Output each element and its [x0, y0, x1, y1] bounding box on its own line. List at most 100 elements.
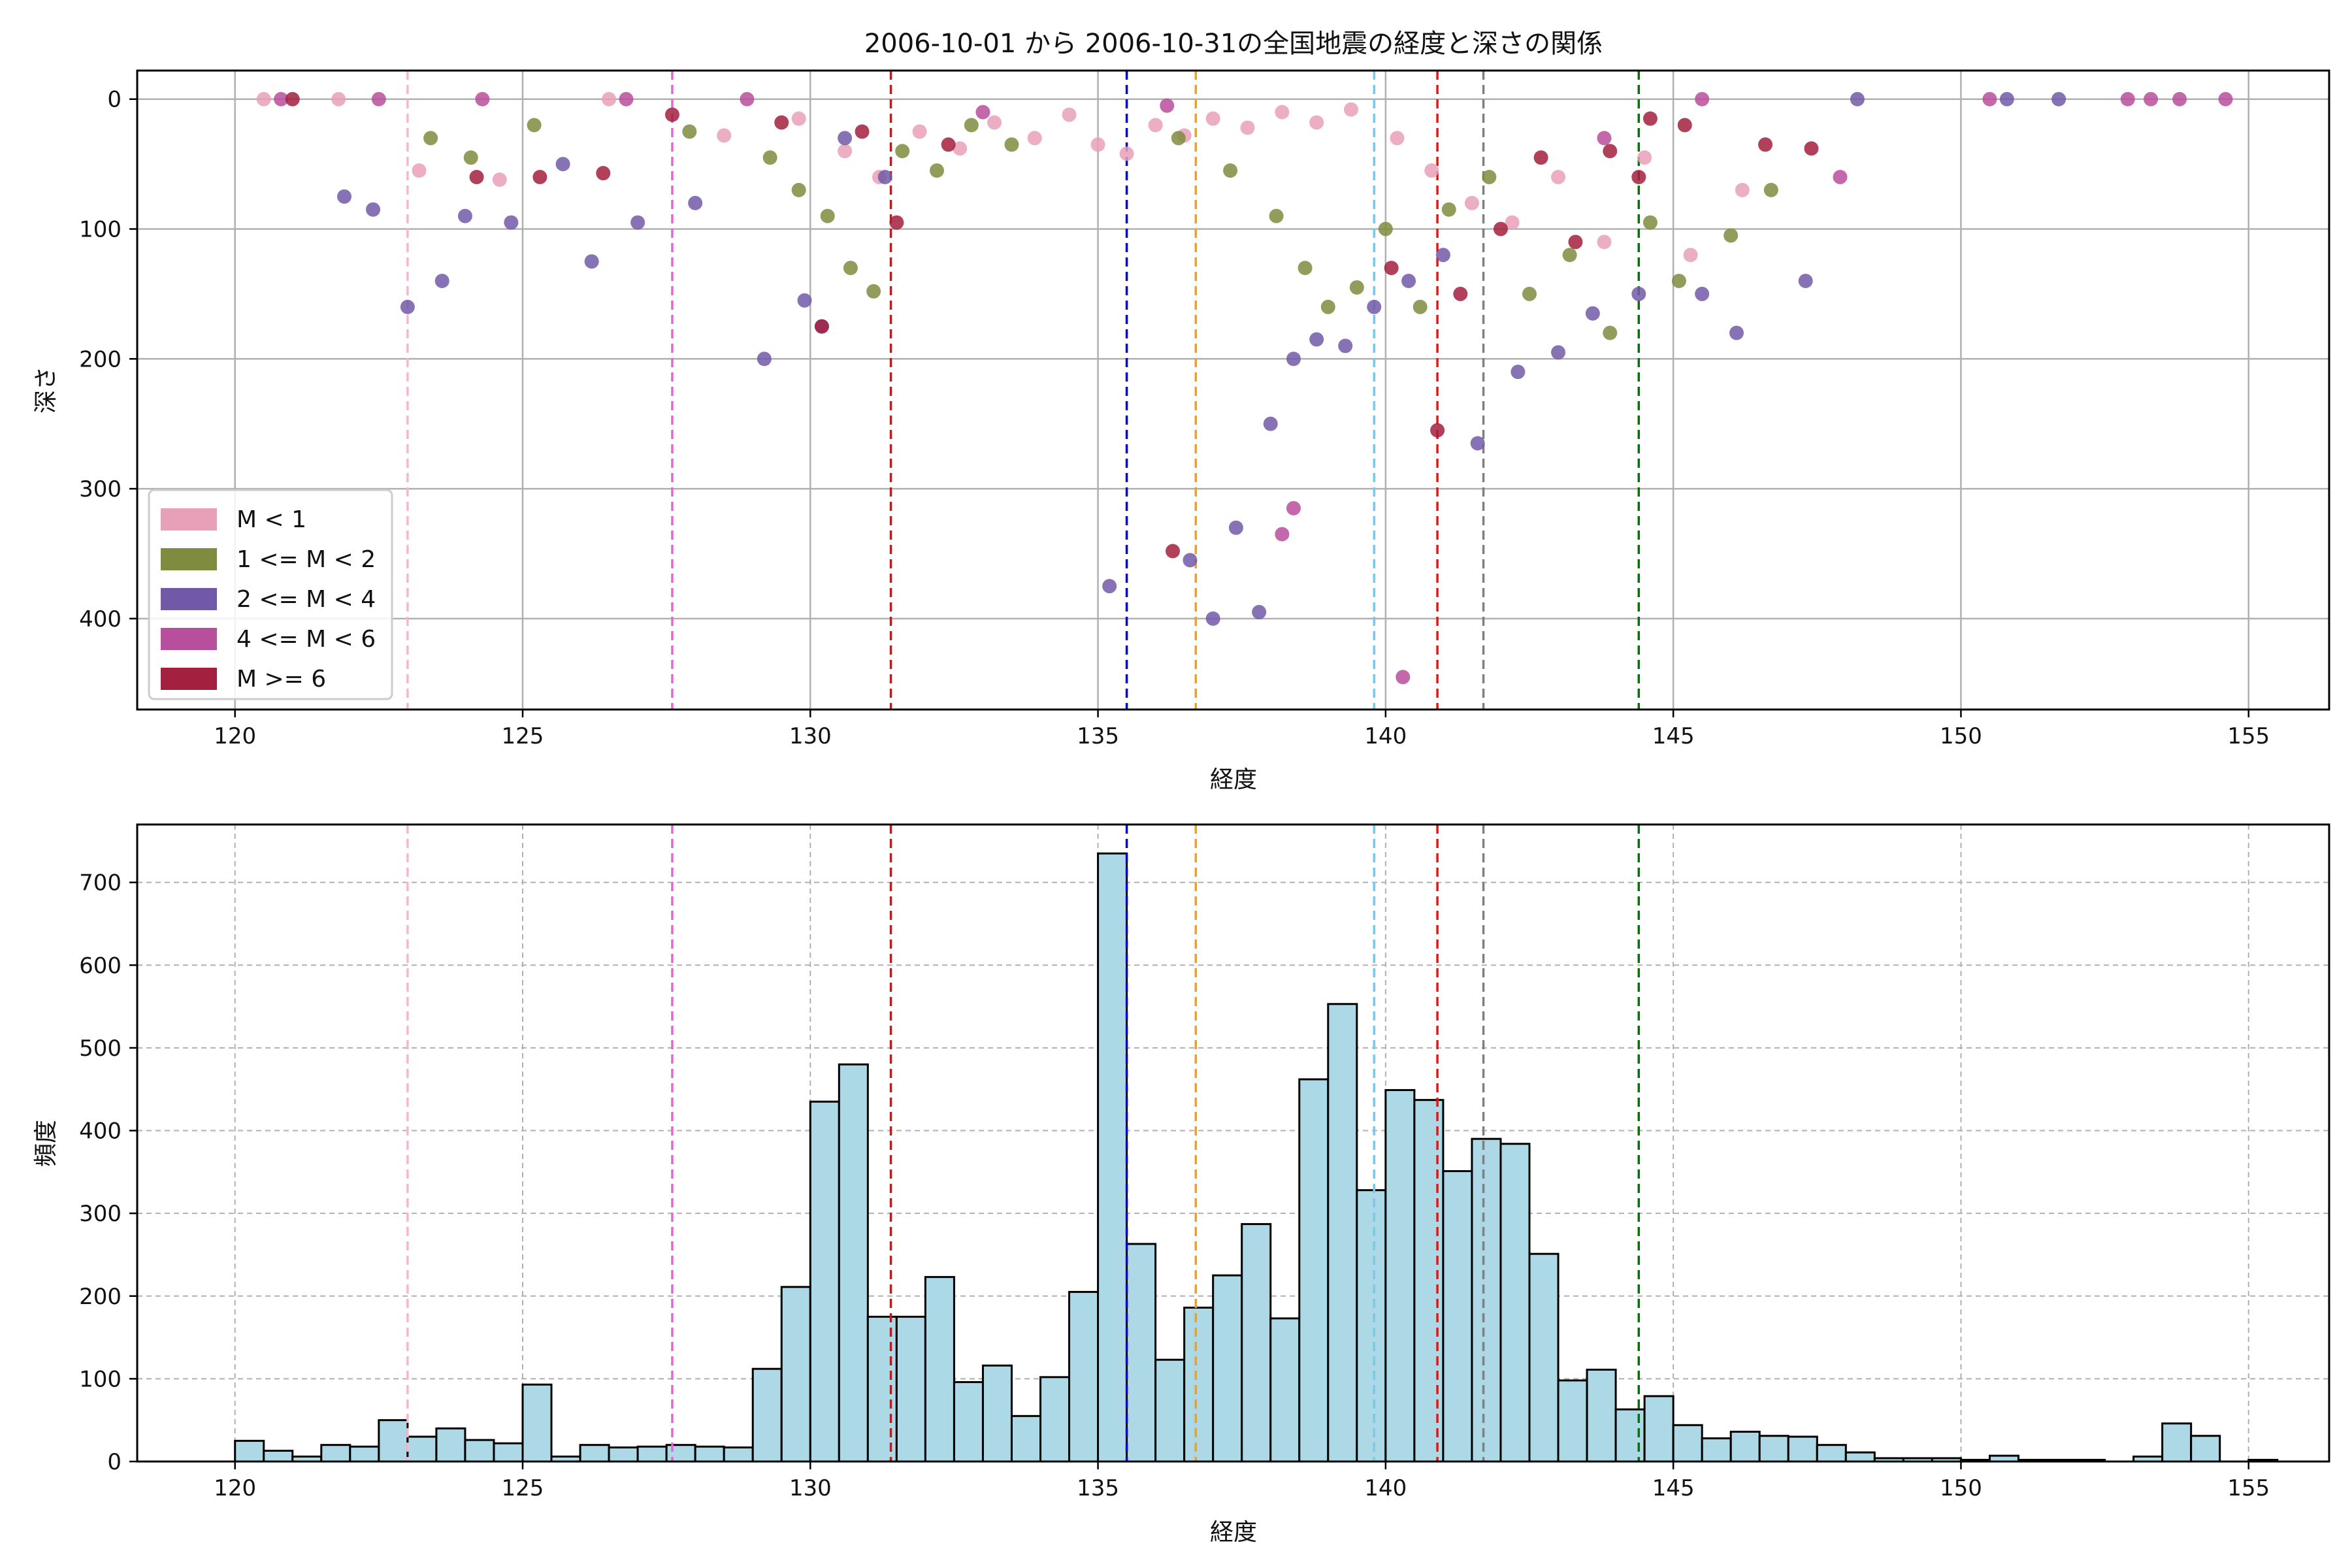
scatter-point	[1413, 299, 1428, 314]
scatter-point	[762, 150, 777, 165]
histogram-axes-frame	[136, 823, 2330, 1463]
scatter-point	[1309, 115, 1324, 130]
histogram-bar	[1356, 1189, 1387, 1463]
scatter-point	[1275, 527, 1290, 542]
histogram-bar	[378, 1419, 409, 1463]
histogram-bar	[608, 1446, 639, 1463]
histogram-bar	[579, 1444, 610, 1463]
histogram-bar	[1384, 1088, 1416, 1463]
scatter-point	[1401, 274, 1416, 289]
histogram-ticks: 120 125 130 135 140 145 150 155 0 100 200 300 400 500…	[79, 870, 2270, 1501]
scatter-point	[1642, 215, 1658, 230]
histogram-bar	[924, 1276, 955, 1463]
scatter-y-tick-label: 0	[107, 87, 122, 113]
scatter-point	[1309, 332, 1324, 347]
histogram-bar	[464, 1439, 495, 1463]
scatter-point	[1286, 500, 1301, 515]
histogram-bar	[636, 1445, 668, 1463]
scatter-point	[814, 319, 829, 334]
scatter-point	[1424, 163, 1439, 178]
scatter-point	[1695, 91, 1710, 106]
scatter-y-label: 深さ	[33, 367, 59, 414]
scatter-point	[1338, 338, 1353, 353]
scatter-point	[717, 128, 732, 143]
scatter-point	[1603, 325, 1618, 340]
histogram-bar	[1269, 1317, 1301, 1463]
histogram-y-label: 頻度	[33, 1120, 59, 1167]
scatter-point	[584, 254, 599, 269]
histogram-bar	[981, 1364, 1013, 1463]
histogram-x-tick-label: 135	[1077, 1475, 1119, 1501]
legend-swatch	[161, 628, 217, 650]
histogram-bar	[1413, 1099, 1445, 1463]
scatter-ticks: 120 125 130 135 140 145 150 155 0 100 200 300 400	[79, 87, 2270, 749]
histogram-bar	[234, 1439, 265, 1463]
scatter-point	[843, 261, 858, 276]
histogram-bar	[1557, 1379, 1588, 1463]
scatter-point	[855, 124, 870, 139]
histogram-bar	[895, 1315, 926, 1463]
scatter-point	[2051, 91, 2066, 106]
scatter-point	[866, 284, 881, 299]
scatter-point	[1482, 170, 1497, 184]
scatter-panel: 120 125 130 135 140 145 150 155 0 100 200 300 400 経度…	[33, 69, 2330, 793]
scatter-point	[602, 91, 617, 106]
scatter-point	[1833, 170, 1848, 184]
scatter-point	[820, 208, 835, 223]
scatter-x-tick-label: 150	[1940, 723, 1982, 749]
scatter-point	[1183, 553, 1198, 568]
scatter-point	[791, 111, 806, 126]
legend-label: M < 1	[237, 506, 306, 533]
legend-label: 1 <= M < 2	[237, 546, 376, 573]
histogram-bar	[1729, 1430, 1761, 1463]
scatter-point	[774, 115, 789, 130]
histogram-bar	[1154, 1358, 1186, 1463]
scatter-point	[1228, 520, 1243, 535]
histogram-bar	[406, 1435, 438, 1463]
scatter-point	[757, 351, 772, 367]
scatter-point	[797, 293, 812, 308]
scatter-axes-frame	[136, 69, 2330, 711]
scatter-point	[1004, 137, 1019, 152]
histogram-bar	[1586, 1368, 1617, 1463]
histogram-bar	[1816, 1444, 1847, 1463]
histogram-bar	[1010, 1414, 1042, 1463]
histogram-bar	[1758, 1435, 1789, 1463]
scatter-point	[1982, 91, 1997, 106]
histogram-x-tick-label: 145	[1652, 1475, 1695, 1501]
legend-label: 4 <= M < 6	[237, 626, 376, 653]
scatter-point	[1205, 611, 1220, 626]
scatter-point	[1240, 120, 1255, 135]
scatter-x-tick-label: 125	[502, 723, 544, 749]
scatter-point	[463, 150, 478, 165]
scatter-point	[1729, 325, 1744, 340]
scatter-point	[630, 215, 645, 230]
scatter-point	[1585, 306, 1600, 321]
scatter-point	[1470, 436, 1485, 451]
scatter-point	[504, 215, 519, 230]
scatter-point	[1171, 131, 1186, 146]
histogram-bar	[1701, 1437, 1732, 1463]
scatter-point	[1758, 137, 1773, 152]
scatter-point	[1671, 274, 1686, 289]
scatter-point	[1435, 248, 1450, 263]
histogram-bar	[521, 1383, 553, 1463]
scatter-y-tick-label: 400	[79, 606, 122, 632]
legend-swatch	[161, 548, 217, 570]
scatter-point	[1677, 118, 1692, 133]
histogram-bar	[349, 1445, 380, 1463]
scatter-point	[1263, 416, 1278, 431]
histogram-x-tick-label: 140	[1364, 1475, 1407, 1501]
scatter-point	[469, 170, 484, 184]
scatter-point	[791, 182, 806, 197]
scatter-x-label: 経度	[1210, 766, 1257, 793]
scatter-point	[434, 274, 449, 289]
scatter-point	[964, 118, 979, 133]
legend-label: 2 <= M < 4	[237, 586, 376, 613]
histogram-y-tick-label: 200	[79, 1284, 122, 1310]
histogram-bar	[953, 1380, 984, 1463]
scatter-point	[423, 131, 438, 146]
scatter-point	[1798, 274, 1813, 289]
scatter-point	[1631, 170, 1646, 184]
